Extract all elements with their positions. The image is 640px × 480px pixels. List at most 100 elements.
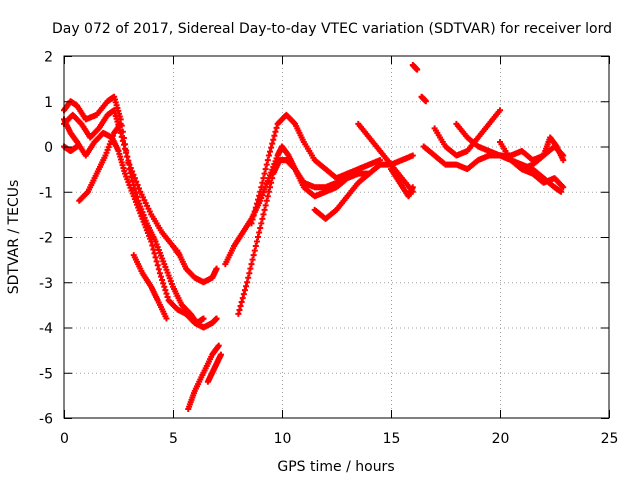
series-arc-21: [497, 134, 567, 173]
data-point: [134, 181, 141, 188]
data-point: [271, 132, 278, 139]
data-point: [153, 258, 160, 265]
chart-title: Day 072 of 2017, Sidereal Day-to-day VTE…: [52, 21, 612, 37]
data-point: [215, 342, 222, 349]
data-point: [156, 270, 163, 277]
data-point: [248, 261, 255, 268]
x-tick-label: 15: [383, 431, 401, 447]
data-point: [251, 247, 258, 254]
y-tick-label: -6: [39, 412, 53, 428]
data-point: [245, 274, 252, 281]
series-arc-2: [61, 107, 183, 259]
data-point: [265, 152, 272, 159]
data-point: [256, 229, 263, 236]
data-point: [261, 206, 268, 213]
data-point: [122, 145, 129, 152]
data-point: [248, 220, 255, 227]
data-point: [264, 193, 271, 200]
data-point: [123, 149, 130, 156]
data-point: [253, 238, 260, 245]
y-tick-label: 1: [44, 95, 53, 111]
y-axis-label: SDTVAR / TECUs: [6, 180, 22, 295]
data-point: [260, 175, 267, 182]
data-point: [257, 224, 264, 231]
data-point: [268, 144, 275, 151]
y-tick-label: -4: [39, 321, 53, 337]
data-point: [200, 315, 207, 322]
data-point: [120, 141, 127, 148]
data-point: [250, 252, 257, 259]
data-point: [257, 188, 264, 195]
data-point: [154, 262, 161, 269]
data-point: [161, 283, 168, 290]
data-point: [267, 184, 274, 191]
y-tick-label: -1: [39, 185, 53, 201]
data-point: [259, 215, 266, 222]
data-point: [269, 175, 276, 182]
data-point: [261, 170, 268, 177]
data-point: [243, 283, 250, 290]
data-point: [239, 295, 246, 302]
data-point: [344, 170, 351, 177]
data-point: [238, 299, 245, 306]
data-point: [135, 185, 142, 192]
data-point: [253, 200, 260, 207]
data-point: [249, 216, 256, 223]
x-tick-label: 25: [601, 431, 619, 447]
data-point: [258, 220, 265, 227]
data-point: [158, 273, 165, 280]
data-point: [129, 168, 136, 175]
data-point: [237, 303, 244, 310]
data-point: [152, 254, 159, 261]
y-tick-label: -3: [39, 276, 53, 292]
data-point: [125, 157, 132, 164]
data-point: [270, 136, 277, 143]
data-point: [272, 128, 279, 135]
data-point: [247, 265, 254, 272]
series-arc-17: [418, 93, 429, 105]
data-point: [255, 196, 262, 203]
data-point: [560, 157, 567, 164]
series-arc-12: [248, 111, 351, 227]
data-point: [497, 107, 503, 114]
data-point: [213, 265, 220, 272]
data-point: [126, 161, 133, 168]
data-point: [124, 153, 131, 160]
data-point: [249, 256, 256, 263]
data-point: [236, 306, 243, 313]
x-tick-label: 5: [169, 431, 178, 447]
data-point: [255, 234, 262, 240]
data-point: [117, 129, 124, 136]
data-point: [256, 192, 263, 199]
grid: [64, 56, 609, 418]
series-arc-16: [409, 62, 421, 73]
x-tick-label: 0: [60, 431, 69, 447]
data-point: [130, 171, 137, 178]
data-point: [250, 212, 257, 219]
data-point: [155, 266, 162, 273]
data-point: [117, 120, 124, 127]
data-point: [163, 315, 170, 322]
data-point: [127, 164, 134, 171]
data-point: [252, 204, 259, 211]
data-point: [149, 242, 156, 249]
data-point: [366, 170, 373, 177]
data-point: [118, 133, 125, 140]
data-point: [246, 270, 253, 277]
series-arc-5: [76, 120, 124, 204]
data-points: [61, 62, 567, 412]
data-point: [273, 124, 280, 131]
data-point: [159, 276, 166, 283]
data-point: [251, 208, 258, 215]
data-point: [264, 157, 271, 164]
y-tick-label: 2: [44, 50, 53, 66]
data-point: [414, 66, 421, 73]
x-tick-label: 10: [274, 431, 292, 447]
data-point: [409, 184, 416, 191]
data-point: [160, 280, 167, 287]
data-point: [269, 140, 276, 147]
series-arc-6: [130, 252, 170, 322]
series-arc-8: [185, 342, 222, 412]
data-point: [164, 293, 171, 300]
